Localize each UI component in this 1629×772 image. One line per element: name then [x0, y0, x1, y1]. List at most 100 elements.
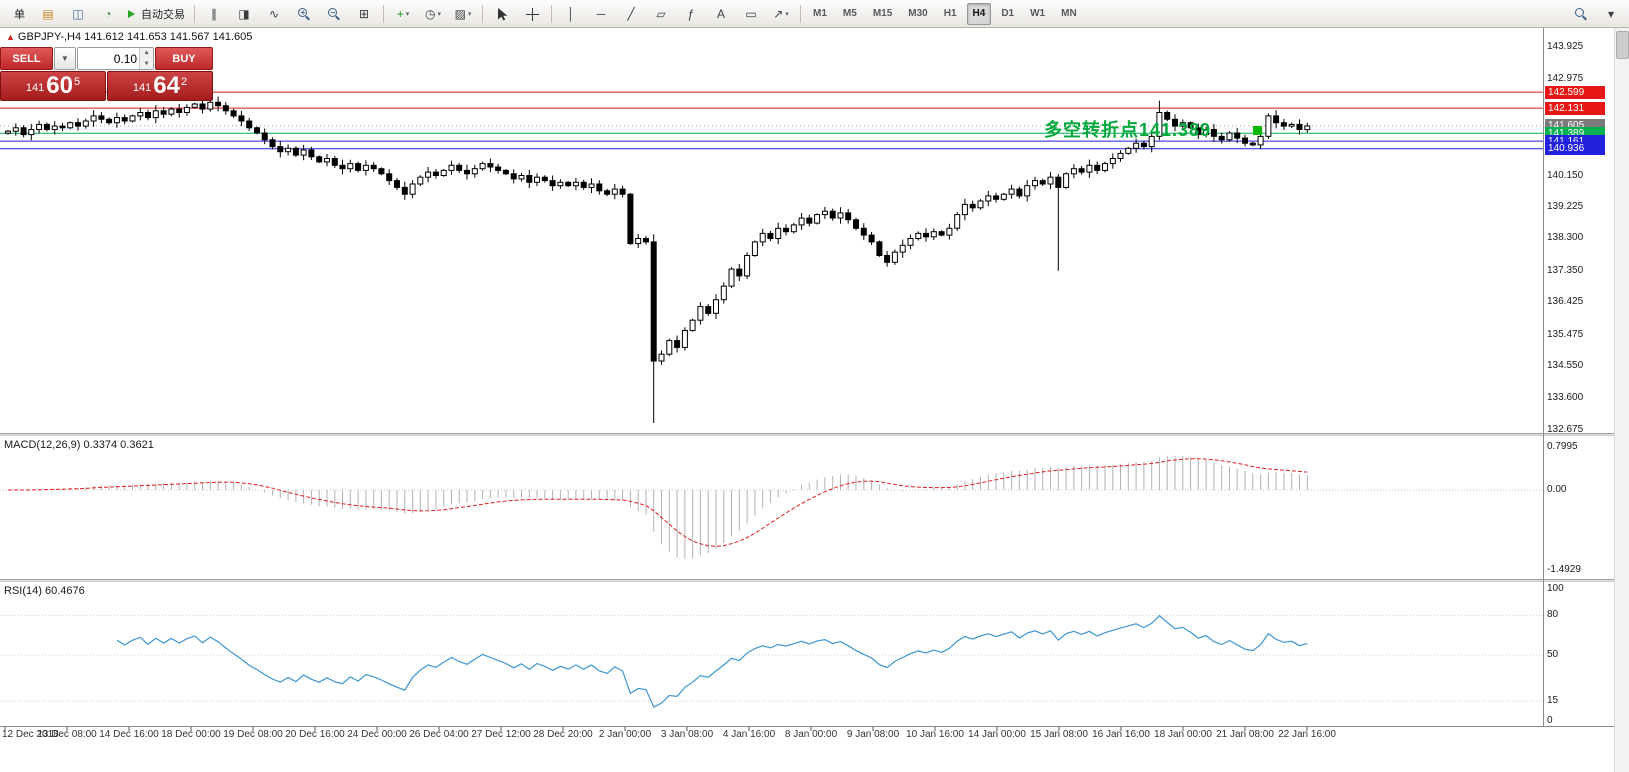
vertical-scrollbar-thumb[interactable]	[1616, 31, 1629, 59]
time-axis-label: 16 Jan 16:00	[1092, 729, 1150, 740]
line-chart-button[interactable]: ∿	[260, 2, 288, 26]
price-axis-label: 143.925	[1547, 41, 1584, 52]
sell-button[interactable]: SELL	[0, 47, 53, 70]
rsi-pane-splitter[interactable]	[0, 579, 1629, 582]
time-axis-label: 22 Jan 16:00	[1278, 729, 1336, 740]
profiles-icon-glyph: ◫	[72, 6, 84, 21]
macd-signal-line	[7, 458, 1308, 547]
macd-axis-label: -1.4929	[1547, 564, 1581, 576]
new-order-button[interactable]: 单	[4, 2, 32, 26]
line-chart-button-glyph: ∿	[268, 6, 280, 21]
time-axis-label: 18 Jan 00:00	[1154, 729, 1212, 740]
arrows-button[interactable]: ↗ ▾	[767, 2, 795, 26]
charts-grid-icon[interactable]: ▤	[34, 2, 62, 26]
zoom-in-button[interactable]: +	[290, 2, 318, 26]
arrows-button-glyph: ↗	[773, 6, 784, 21]
time-axis-label: 24 Dec 00:00	[347, 729, 407, 740]
toolbar-separator	[194, 4, 195, 23]
cursor-button[interactable]	[488, 2, 516, 26]
time-axis-label: 21 Jan 08:00	[1216, 729, 1274, 740]
price-axis-label: 140.150	[1547, 169, 1584, 181]
candles	[5, 96, 1311, 423]
indicators-button[interactable]: + ▾	[389, 2, 417, 26]
price-axis-label: 136.425	[1547, 296, 1584, 308]
fibonacci-button-glyph: ƒ	[687, 6, 695, 21]
buy-price-big: 64	[153, 72, 180, 99]
time-axis-label: 10 Jan 16:00	[906, 729, 964, 740]
buy-price-display[interactable]: 141 64 2	[107, 71, 213, 101]
time-axis-label: 8 Jan 00:00	[784, 729, 838, 740]
price-axis-label: 132.675	[1547, 423, 1584, 435]
time-axis-label: 13 Dec 08:00	[37, 729, 97, 740]
cursor-icon	[496, 6, 508, 21]
timeframe-h4[interactable]: H4	[966, 2, 992, 25]
volume-input[interactable]	[77, 48, 140, 69]
macd-pane-splitter[interactable]	[0, 433, 1629, 436]
channel-button[interactable]: ▱	[647, 2, 675, 26]
buy-price-sup: 2	[180, 76, 188, 88]
timeframe-m5[interactable]: M5	[842, 8, 857, 19]
price-axis-label: 133.600	[1547, 392, 1584, 404]
order-type-dropdown[interactable]: ▼	[53, 47, 76, 70]
time-axis-label: 26 Dec 04:00	[409, 729, 469, 740]
sell-price-display[interactable]: 141 60 5	[0, 71, 106, 101]
buy-button[interactable]: BUY	[155, 47, 213, 70]
vertical-scrollbar[interactable]	[1614, 28, 1629, 772]
timeframe-m1[interactable]: M1	[813, 8, 827, 19]
horizontal-line-button-glyph: ─	[596, 6, 606, 21]
magnifier-icon	[1575, 7, 1587, 20]
more-button-glyph: ▾	[1607, 6, 1615, 21]
data-window-icon-glyph: ◔	[104, 6, 112, 21]
time-axis-label: 14 Jan 00:00	[968, 729, 1026, 740]
price-axis-label: 135.475	[1547, 328, 1584, 340]
chart-symbol-label: ▲ GBPJPY-,H4 141.612 141.653 141.567 141.…	[6, 31, 252, 43]
toolbar-separator	[383, 4, 384, 23]
time-axis-label: 2 Jan 00:00	[598, 729, 652, 740]
indicators-button-glyph: +	[396, 6, 404, 21]
data-window-icon[interactable]: ◔	[94, 2, 122, 26]
timeframe-h1[interactable]: H1	[943, 8, 957, 19]
price-axis-separator	[1543, 28, 1544, 726]
label-button[interactable]: ▭	[737, 2, 765, 26]
templates-button[interactable]: ▨ ▾	[449, 2, 477, 26]
fibonacci-button[interactable]: ƒ	[677, 2, 705, 26]
profiles-icon[interactable]: ◫	[64, 2, 92, 26]
bar-chart-button[interactable]: ∥	[200, 2, 228, 26]
time-axis-label: 9 Jan 08:00	[846, 729, 900, 740]
tile-windows-button[interactable]: ⊞	[350, 2, 378, 26]
buy-signal-marker	[1253, 126, 1262, 135]
timeframe-d1[interactable]: D1	[1001, 8, 1015, 19]
auto-trading-button[interactable]: 自动交易	[124, 2, 189, 26]
timeframe-m30[interactable]: M30	[908, 8, 928, 19]
toolbar-separator	[800, 4, 801, 23]
time-axis-label: 27 Dec 12:00	[471, 729, 531, 740]
volume-down-button[interactable]: ▼	[140, 58, 154, 69]
rsi-axis-label: 15	[1547, 695, 1559, 707]
more-button[interactable]: ▾	[1597, 2, 1625, 26]
crosshair-button[interactable]	[518, 2, 546, 26]
time-axis-label: 3 Jan 08:00	[660, 729, 714, 740]
price-hlines	[0, 91, 1543, 150]
buy-price-prefix: 141	[132, 82, 152, 94]
trendline-button[interactable]: ╱	[617, 2, 645, 26]
timeframe-w1[interactable]: W1	[1030, 8, 1046, 19]
symbol-triangle-icon: ▲	[6, 32, 15, 42]
vertical-line-button[interactable]: │	[557, 2, 585, 26]
price-axis-marker: 142.131	[1545, 101, 1605, 115]
macd-axis-label: 0.7995	[1547, 441, 1578, 453]
timeframe-mn[interactable]: MN	[1061, 8, 1077, 19]
periods-button[interactable]: ◷ ▾	[419, 2, 447, 26]
macd-axis-label: 0.00	[1547, 484, 1567, 495]
text-button[interactable]: A	[707, 2, 735, 26]
candlestick-chart-button[interactable]: ◨	[230, 2, 258, 26]
sell-price-prefix: 141	[25, 82, 45, 94]
zoom-out-button[interactable]: −	[320, 2, 348, 26]
price-axis-marker: 142.599	[1545, 85, 1605, 99]
search-icon[interactable]	[1567, 2, 1595, 26]
volume-up-button[interactable]: ▲	[140, 48, 154, 59]
timeframe-m15[interactable]: M15	[872, 8, 893, 19]
chevron-down-icon: ▾	[785, 10, 789, 18]
horizontal-line-button[interactable]: ─	[587, 2, 615, 26]
